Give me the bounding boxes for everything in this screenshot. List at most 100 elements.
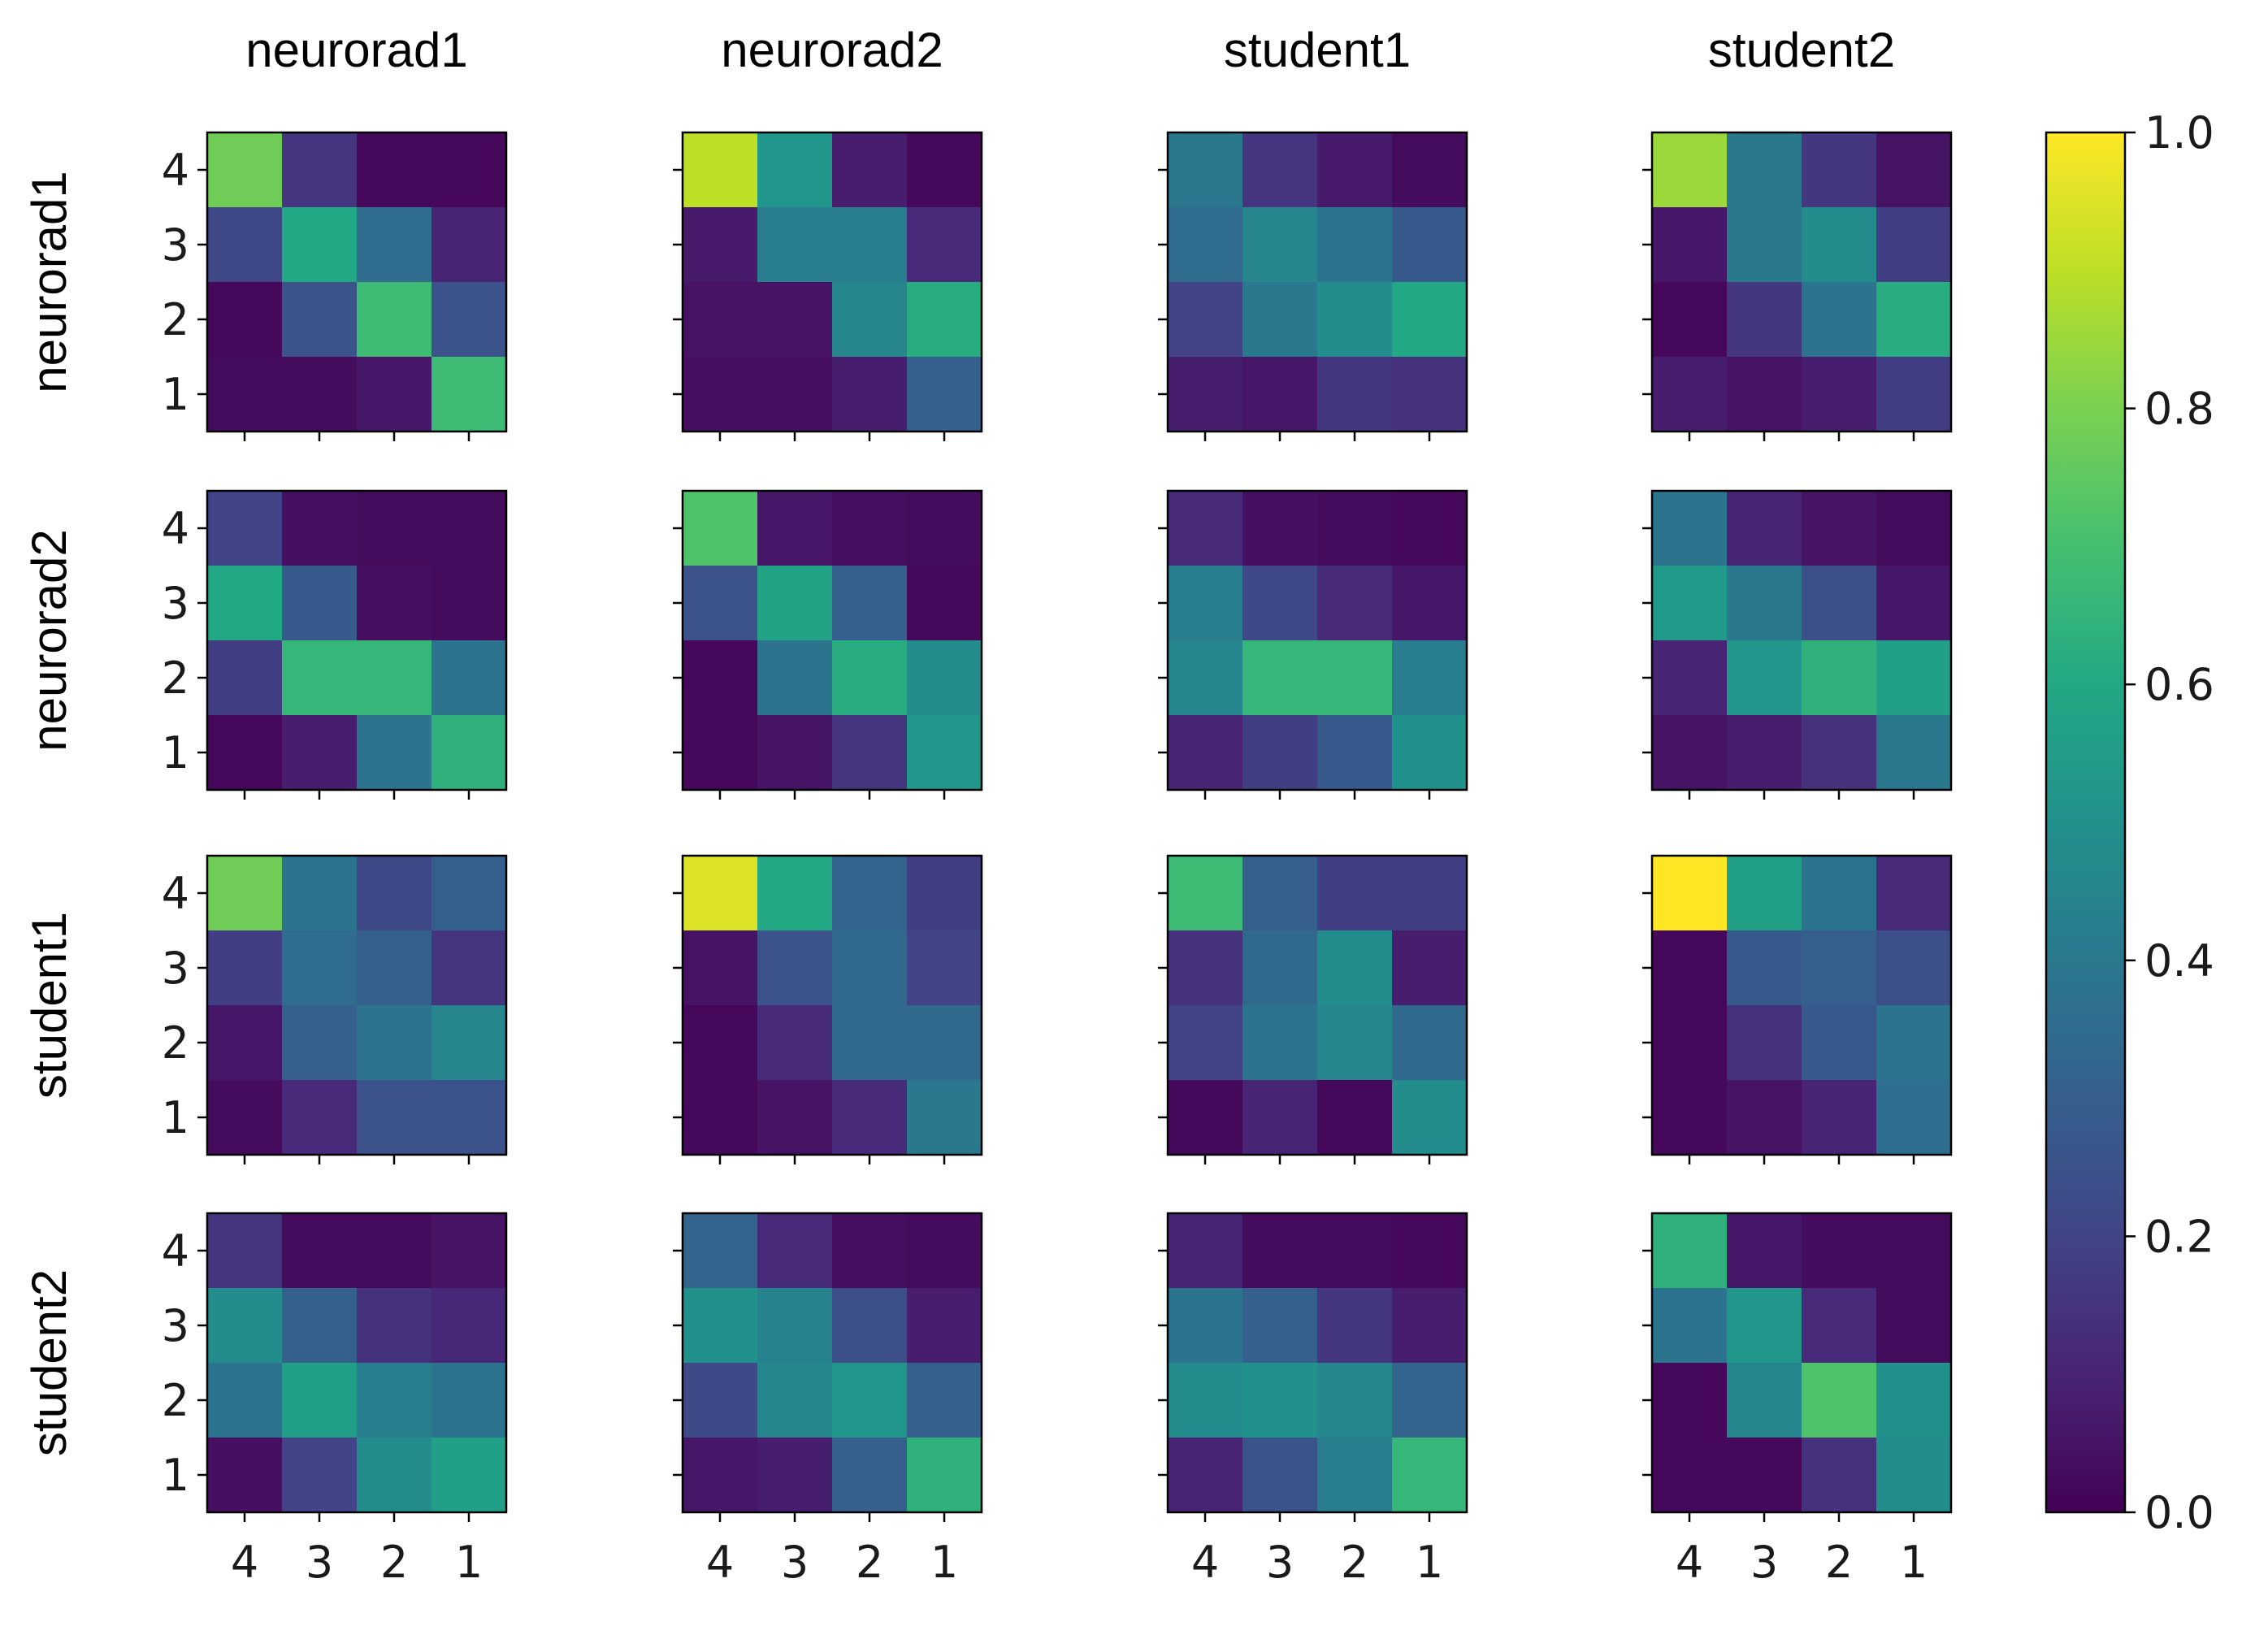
- heatmap-cell: [431, 566, 507, 641]
- colorbar-tick-label: 0.2: [2144, 1211, 2214, 1262]
- heatmap-cell: [1876, 1080, 1952, 1156]
- heatmap-cell: [1802, 282, 1877, 358]
- heatmap-cell: [431, 1213, 507, 1289]
- heatmap-cell: [357, 566, 432, 641]
- x-tick-label: 2: [380, 1537, 408, 1588]
- row-title-student1: student1: [22, 912, 76, 1099]
- x-tick-label: 4: [231, 1537, 258, 1588]
- colorbar: [2045, 131, 2127, 1514]
- heatmap-cell: [207, 207, 283, 283]
- heatmap-cell: [431, 132, 507, 208]
- heatmap-cell: [357, 1005, 432, 1081]
- panel-frame: [206, 489, 508, 791]
- heatmap-cell: [1652, 207, 1728, 283]
- heatmap-cell: [757, 1438, 833, 1513]
- heatmap-cell: [282, 491, 358, 566]
- heatmap-cell: [431, 1005, 507, 1081]
- heatmap-cell: [1802, 1005, 1877, 1081]
- heatmap-cell: [431, 1288, 507, 1364]
- heatmap-cell: [1317, 930, 1393, 1006]
- heatmap-cell: [1392, 357, 1468, 432]
- heatmap-cell: [1168, 282, 1243, 358]
- heatmap-cell: [1652, 566, 1728, 641]
- heatmap-cell: [1317, 282, 1393, 358]
- heatmap-cell: [1168, 1080, 1243, 1156]
- heatmap-cell: [907, 491, 982, 566]
- heatmap-cell: [1876, 132, 1952, 208]
- heatmap-cell: [1876, 1363, 1952, 1438]
- heatmap-cell: [907, 132, 982, 208]
- heatmap-cell: [1242, 1080, 1318, 1156]
- heatmap-cell: [1392, 715, 1468, 791]
- heatmap-cell: [907, 1005, 982, 1081]
- heatmap-cell: [683, 566, 758, 641]
- x-tick-label: 1: [930, 1537, 958, 1588]
- heatmap-cell: [431, 1363, 507, 1438]
- heatmap-cell: [1168, 1213, 1243, 1289]
- heatmap-cell: [1727, 1438, 1802, 1513]
- heatmap-cell: [1392, 1438, 1468, 1513]
- heatmap-cell: [1392, 566, 1468, 641]
- heatmap-cell: [1317, 566, 1393, 641]
- heatmap-cell: [1727, 282, 1802, 358]
- heatmap-cell: [1317, 715, 1393, 791]
- panel-frame: [681, 131, 983, 433]
- heatmap-cell: [683, 207, 758, 283]
- heatmap-cell: [357, 856, 432, 931]
- heatmap-cell: [683, 715, 758, 791]
- heatmap-cell: [1876, 207, 1952, 283]
- panel-frame: [1166, 1212, 1468, 1514]
- x-tick-label: 2: [1825, 1537, 1853, 1588]
- heatmap-cell: [1317, 1005, 1393, 1081]
- heatmap-cell: [1392, 640, 1468, 716]
- heatmap-cell: [757, 282, 833, 358]
- heatmap-cell: [832, 1438, 908, 1513]
- heatmap-cell: [1242, 715, 1318, 791]
- column-title-student1: student1: [1224, 23, 1411, 77]
- heatmap-cell: [282, 566, 358, 641]
- heatmap-cell: [1242, 207, 1318, 283]
- heatmap-cell: [1652, 1363, 1728, 1438]
- x-tick-label: 3: [1750, 1537, 1778, 1588]
- heatmap-cell: [832, 357, 908, 432]
- heatmap-cell: [431, 282, 507, 358]
- heatmap-cell: [1727, 1080, 1802, 1156]
- y-tick-label: 2: [162, 653, 189, 704]
- heatmap-cell: [357, 1213, 432, 1289]
- panel-frame: [1650, 1212, 1953, 1514]
- heatmap-cell: [357, 357, 432, 432]
- heatmap-cell: [757, 566, 833, 641]
- heatmap-cell: [1802, 856, 1877, 931]
- colorbar-tick-label: 0.6: [2144, 659, 2214, 710]
- heatmap-cell: [832, 1005, 908, 1081]
- heatmap-cell: [683, 1005, 758, 1081]
- heatmap-cell: [1727, 491, 1802, 566]
- heatmap-cell: [1876, 566, 1952, 641]
- panel-frame: [681, 854, 983, 1156]
- panel-frame: [1650, 131, 1953, 433]
- heatmap-cell: [1168, 1005, 1243, 1081]
- heatmap-cell: [431, 856, 507, 931]
- heatmap-cell: [1652, 930, 1728, 1006]
- heatmap-cell: [832, 491, 908, 566]
- x-tick-label: 2: [1341, 1537, 1368, 1588]
- y-tick-label: 4: [162, 1225, 189, 1277]
- heatmap-cell: [282, 856, 358, 931]
- heatmap-cell: [907, 357, 982, 432]
- panel-frame: [1166, 489, 1468, 791]
- heatmap-cell: [1727, 1005, 1802, 1081]
- heatmap-cell: [1168, 640, 1243, 716]
- heatmap-cell: [1242, 1005, 1318, 1081]
- heatmap-cell: [207, 1213, 283, 1289]
- heatmap-cell: [1652, 1438, 1728, 1513]
- heatmap-cell: [683, 1213, 758, 1289]
- heatmap-cell: [1242, 491, 1318, 566]
- heatmap-cell: [757, 1288, 833, 1364]
- heatmap-cell: [207, 566, 283, 641]
- panel-frame: [206, 854, 508, 1156]
- heatmap-cell: [1652, 357, 1728, 432]
- heatmap-cell: [757, 132, 833, 208]
- heatmap-cell: [1392, 1213, 1468, 1289]
- heatmap-cell: [1317, 207, 1393, 283]
